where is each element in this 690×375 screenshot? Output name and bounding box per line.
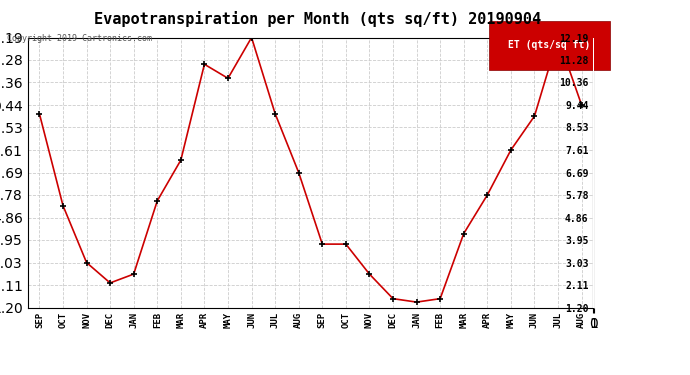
Text: Copyright 2019 Cartronics.com: Copyright 2019 Cartronics.com: [7, 34, 152, 43]
Text: ET (qts/sq ft): ET (qts/sq ft): [509, 40, 591, 50]
Text: Evapotranspiration per Month (qts sq/ft) 20190904: Evapotranspiration per Month (qts sq/ft)…: [94, 11, 541, 27]
